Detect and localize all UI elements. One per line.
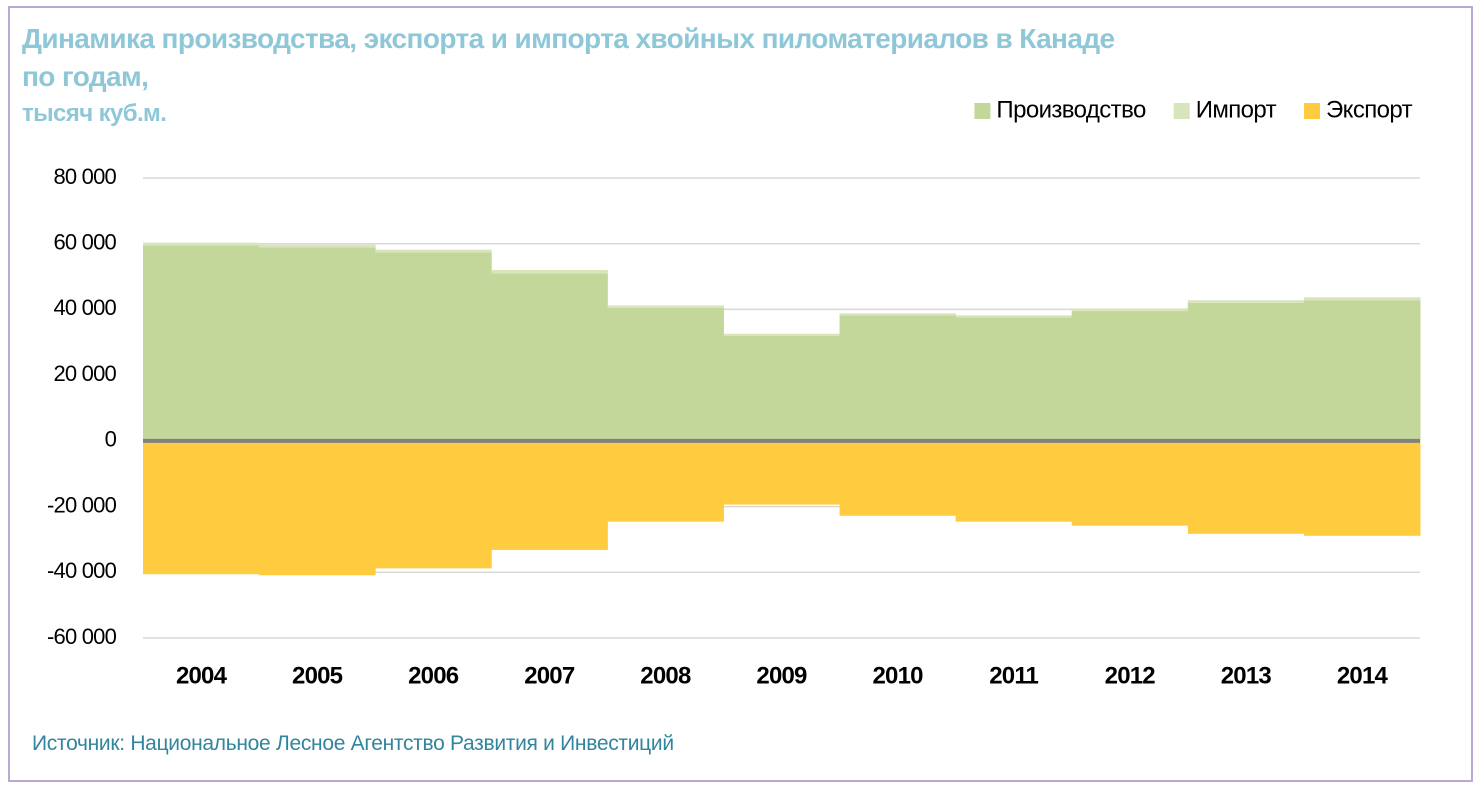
bar-segment: [1187, 302, 1305, 441]
legend-label: Производство: [996, 96, 1146, 123]
y-tick-label: -60 000: [47, 624, 117, 649]
legend-swatch: [1304, 103, 1321, 119]
bar-segment: [375, 252, 492, 441]
x-tick-label: 2014: [1337, 662, 1389, 689]
y-tick-label: 60 000: [54, 230, 117, 255]
legend-swatch: [1173, 103, 1190, 119]
source-note: Источник: Национальное Лесное Агентство …: [32, 732, 674, 755]
bar-segment: [259, 244, 376, 248]
bar-segment: [1187, 300, 1305, 303]
x-tick-label: 2012: [1105, 662, 1156, 689]
bar-segment: [723, 440, 841, 505]
bar-segment: [1071, 308, 1189, 312]
legend-label: Экспорт: [1326, 96, 1413, 123]
bar-segment: [955, 440, 1073, 522]
chart-title: Динамика производства, экспорта и импорт…: [22, 23, 1115, 92]
y-tick-label: 0: [105, 427, 117, 452]
bar-segment: [607, 440, 724, 522]
bar-segment: [1303, 300, 1421, 441]
bar-segment: [839, 313, 957, 316]
bar-segment: [723, 333, 841, 336]
x-tick-label: 2006: [408, 662, 459, 689]
x-tick-label: 2011: [989, 662, 1038, 689]
x-tick-label: 2008: [640, 662, 691, 689]
y-tick-label: 20 000: [54, 361, 117, 386]
bar-segment: [607, 305, 724, 308]
y-tick-label: 80 000: [54, 164, 117, 189]
y-tick-label: 40 000: [54, 295, 117, 320]
legend-label: Импорт: [1196, 96, 1277, 123]
bar-segment: [491, 273, 608, 441]
bar-segment: [1303, 297, 1421, 301]
bar-segment: [259, 247, 376, 441]
bar-segment: [839, 315, 957, 441]
bar-segment: [491, 440, 608, 550]
y-tick-label: -20 000: [47, 492, 117, 517]
bar-segment: [955, 317, 1073, 441]
legend-swatch: [974, 103, 991, 119]
x-tick-label: 2013: [1221, 662, 1272, 689]
x-tick-label: 2010: [872, 662, 923, 689]
y-tick-label: -40 000: [47, 558, 117, 583]
chart-subtitle: тысяч куб.м.: [22, 100, 167, 127]
bar-segment: [143, 440, 260, 575]
bar-segment: [491, 270, 608, 274]
x-tick-label: 2005: [292, 662, 343, 689]
x-tick-label: 2004: [176, 662, 228, 689]
bar-segment: [607, 307, 724, 441]
bar-segment: [143, 242, 260, 246]
bar-segment: [839, 440, 957, 516]
frame: [8, 6, 1473, 782]
bar-segment: [143, 245, 260, 441]
bar-segment: [723, 335, 841, 441]
bar-segment: [375, 249, 492, 253]
bar-segment: [259, 440, 376, 576]
x-tick-label: 2009: [756, 662, 807, 689]
bar-segment: [1303, 440, 1421, 536]
x-tick-label: 2007: [524, 662, 575, 689]
bar-segment: [1187, 440, 1305, 534]
bar-segment: [1071, 311, 1189, 441]
bar-segment: [375, 440, 492, 569]
bar-segment: [1071, 440, 1189, 526]
bar-segment: [955, 315, 1073, 318]
